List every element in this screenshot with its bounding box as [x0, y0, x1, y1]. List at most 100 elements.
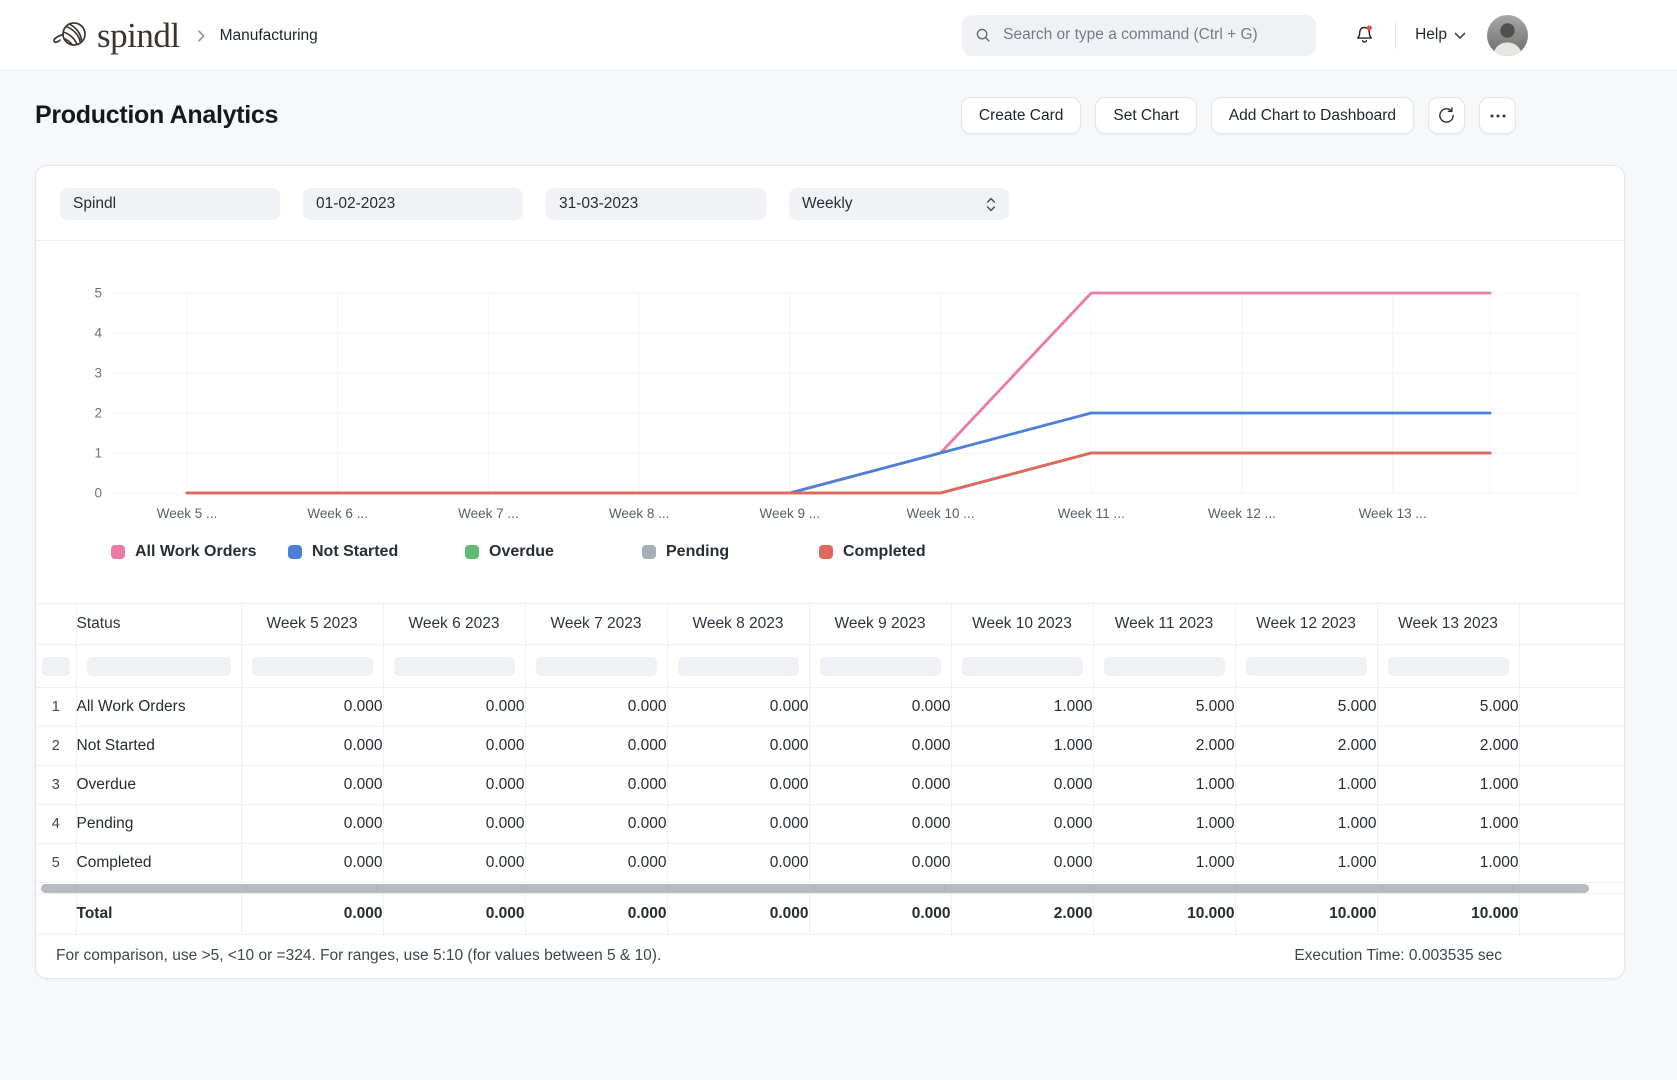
refresh-button[interactable] — [1428, 97, 1465, 134]
column-filter-input[interactable] — [394, 657, 515, 676]
value-cell: 1.000 — [1093, 805, 1235, 844]
status-cell: Overdue — [76, 766, 241, 805]
filler-cell — [1519, 688, 1624, 727]
filter-cell — [809, 645, 951, 688]
status-cell: All Work Orders — [76, 688, 241, 727]
column-filter-input[interactable] — [820, 657, 941, 676]
week-column-header[interactable]: Week 5 2023 — [241, 604, 383, 645]
value-cell: 0.000 — [809, 844, 951, 883]
value-cell: 0.000 — [525, 844, 667, 883]
week-column-header[interactable]: Week 12 2023 — [1235, 604, 1377, 645]
svg-text:5: 5 — [94, 286, 102, 301]
help-menu[interactable]: Help — [1415, 26, 1466, 44]
value-cell: 2.000 — [1093, 727, 1235, 766]
value-cell: 1.000 — [1093, 844, 1235, 883]
svg-text:1: 1 — [94, 446, 102, 461]
end-date-input[interactable]: 31-03-2023 — [546, 188, 766, 220]
column-filter-input[interactable] — [1104, 657, 1225, 676]
column-filter-input[interactable] — [252, 657, 373, 676]
column-filter-input[interactable] — [1246, 657, 1367, 676]
total-value: 2.000 — [951, 894, 1093, 935]
filler-cell — [1519, 645, 1624, 688]
row-index: 2 — [36, 727, 76, 766]
breadcrumb-item-manufacturing[interactable]: Manufacturing — [220, 27, 318, 45]
legend-item[interactable]: All Work Orders — [111, 543, 288, 561]
workspace-filter-input[interactable]: Spindl — [60, 188, 280, 220]
main-content: Production Analytics Create Card Set Cha… — [0, 97, 1677, 979]
week-column-header[interactable]: Week 8 2023 — [667, 604, 809, 645]
add-chart-to-dashboard-button[interactable]: Add Chart to Dashboard — [1211, 97, 1414, 134]
logo-text[interactable]: spindl — [97, 18, 180, 53]
breadcrumb-chevron-icon — [196, 29, 206, 43]
header-right: Help — [962, 15, 1528, 56]
more-options-button[interactable] — [1479, 97, 1516, 134]
value-cell: 1.000 — [1377, 805, 1519, 844]
week-column-header[interactable]: Week 7 2023 — [525, 604, 667, 645]
column-filter-input[interactable] — [87, 657, 231, 676]
status-column-header[interactable]: Status — [76, 604, 241, 645]
filter-cell — [383, 645, 525, 688]
svg-text:Week 9 ...: Week 9 ... — [760, 506, 821, 521]
svg-text:0: 0 — [94, 486, 102, 501]
notification-bell-button[interactable] — [1353, 23, 1376, 47]
legend-item[interactable]: Not Started — [288, 543, 465, 561]
scrollbar-thumb[interactable] — [41, 884, 1589, 893]
week-column-header[interactable]: Week 10 2023 — [951, 604, 1093, 645]
svg-text:Week 6 ...: Week 6 ... — [307, 506, 368, 521]
column-filter-input[interactable] — [536, 657, 657, 676]
column-filter-input[interactable] — [1388, 657, 1509, 676]
filler-cell — [1519, 844, 1624, 883]
table-row[interactable]: 4Pending0.0000.0000.0000.0000.0000.0001.… — [36, 805, 1624, 844]
legend-item[interactable]: Pending — [642, 543, 819, 561]
row-index: 5 — [36, 844, 76, 883]
comparison-hint: For comparison, use >5, <10 or =324. For… — [56, 947, 661, 965]
column-filter-input[interactable] — [42, 657, 70, 676]
value-cell: 2.000 — [1235, 727, 1377, 766]
start-date-input[interactable]: 01-02-2023 — [303, 188, 523, 220]
week-column-header[interactable]: Week 6 2023 — [383, 604, 525, 645]
filler-cell — [1519, 766, 1624, 805]
filter-cell — [667, 645, 809, 688]
legend-label: All Work Orders — [135, 543, 257, 561]
week-column-header[interactable]: Week 9 2023 — [809, 604, 951, 645]
table-row[interactable]: 5Completed0.0000.0000.0000.0000.0000.000… — [36, 844, 1624, 883]
value-cell: 0.000 — [525, 727, 667, 766]
filler-cell — [1519, 727, 1624, 766]
action-buttons: Create Card Set Chart Add Chart to Dashb… — [961, 97, 1516, 134]
value-cell: 0.000 — [667, 727, 809, 766]
svg-text:Week 13 ...: Week 13 ... — [1359, 506, 1427, 521]
ellipsis-icon — [1490, 114, 1506, 118]
chart-svg: 012345Week 5 ...Week 6 ...Week 7 ...Week… — [36, 257, 1626, 533]
set-chart-button[interactable]: Set Chart — [1095, 97, 1196, 134]
refresh-icon — [1437, 106, 1456, 125]
column-filter-input[interactable] — [678, 657, 799, 676]
search-input[interactable] — [1001, 25, 1304, 45]
week-column-header[interactable]: Week 11 2023 — [1093, 604, 1235, 645]
legend-label: Not Started — [312, 543, 398, 561]
granularity-select[interactable]: Weekly — [789, 188, 1009, 220]
legend-swatch — [288, 545, 302, 559]
table-row[interactable]: 1All Work Orders0.0000.0000.0000.0000.00… — [36, 688, 1624, 727]
value-cell: 0.000 — [525, 766, 667, 805]
value-cell: 0.000 — [951, 844, 1093, 883]
help-label: Help — [1415, 26, 1447, 44]
svg-text:Week 8 ...: Week 8 ... — [609, 506, 670, 521]
table-row[interactable]: 3Overdue0.0000.0000.0000.0000.0000.0001.… — [36, 766, 1624, 805]
value-cell: 0.000 — [667, 766, 809, 805]
table-total-row: Total0.0000.0000.0000.0000.0002.00010.00… — [36, 894, 1624, 935]
row-index: 1 — [36, 688, 76, 727]
value-cell: 0.000 — [241, 805, 383, 844]
table-row[interactable]: 2Not Started0.0000.0000.0000.0000.0001.0… — [36, 727, 1624, 766]
legend-item[interactable]: Overdue — [465, 543, 642, 561]
status-cell: Completed — [76, 844, 241, 883]
legend-item[interactable]: Completed — [819, 543, 996, 561]
week-column-header[interactable]: Week 13 2023 — [1377, 604, 1519, 645]
create-card-button[interactable]: Create Card — [961, 97, 1081, 134]
horizontal-scrollbar[interactable] — [41, 884, 1609, 893]
column-filter-input[interactable] — [962, 657, 1083, 676]
value-cell: 0.000 — [667, 805, 809, 844]
svg-text:2: 2 — [94, 406, 102, 421]
search-bar[interactable] — [962, 15, 1316, 56]
filter-bar: Spindl 01-02-2023 31-03-2023 Weekly — [36, 166, 1624, 241]
user-avatar[interactable] — [1487, 15, 1528, 56]
